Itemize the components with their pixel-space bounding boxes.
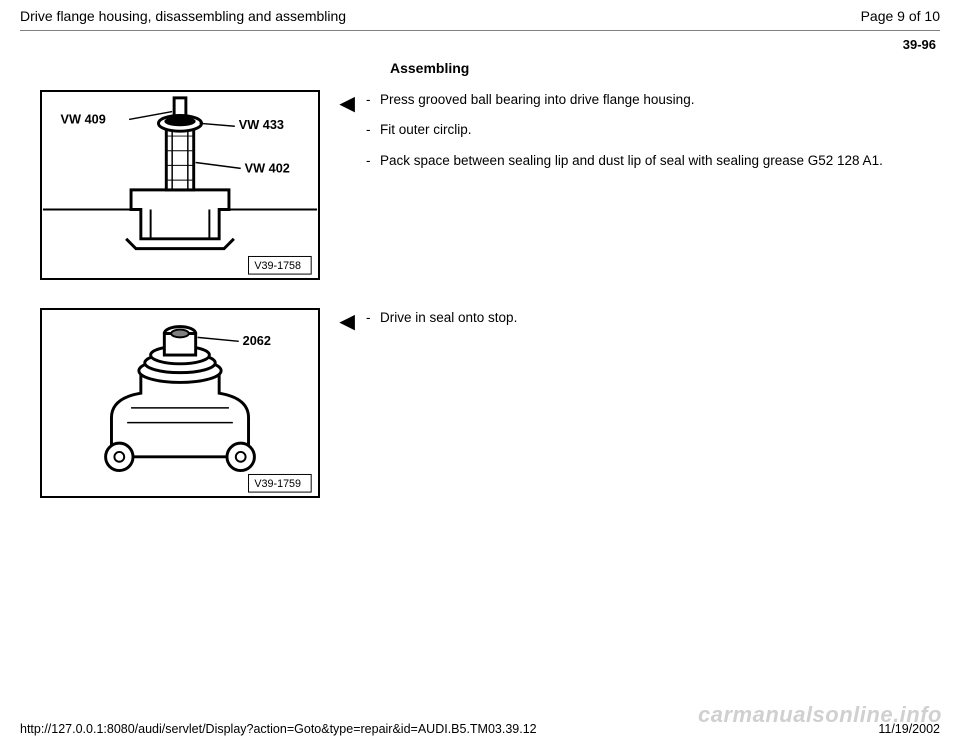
- figure-1: VW 409 VW 433 VW 402 V39-1758: [40, 90, 320, 280]
- footer-date: 11/19/2002: [878, 722, 940, 736]
- doc-title: Drive flange housing, disassembling and …: [20, 8, 346, 24]
- left-arrow-icon: ◄: [334, 88, 360, 118]
- figure-2-ref: V39-1759: [254, 478, 301, 490]
- instruction-row: VW 409 VW 433 VW 402 V39-1758 ◄ Press gr…: [40, 90, 936, 280]
- instruction-text: Press grooved ball bearing into drive fl…: [366, 90, 936, 181]
- pointer-col: ◄: [320, 308, 366, 335]
- section-heading: Assembling: [390, 60, 936, 76]
- step: Press grooved ball bearing into drive fl…: [366, 90, 936, 110]
- left-arrow-icon: ◄: [334, 306, 360, 336]
- figure-1-label-1: VW 409: [61, 111, 106, 126]
- page: Drive flange housing, disassembling and …: [0, 0, 960, 742]
- step: Drive in seal onto stop.: [366, 308, 936, 328]
- page-number: Page 9 of 10: [861, 8, 940, 24]
- step: Fit outer circlip.: [366, 120, 936, 140]
- figure-1-label-2: VW 433: [239, 117, 284, 132]
- footer-url: http://127.0.0.1:8080/audi/servlet/Displ…: [20, 722, 537, 736]
- content: Assembling: [0, 52, 960, 498]
- page-footer: http://127.0.0.1:8080/audi/servlet/Displ…: [20, 722, 940, 736]
- page-header: Drive flange housing, disassembling and …: [0, 0, 960, 28]
- figure-2: 2062 V39-1759: [40, 308, 320, 498]
- instruction-text: Drive in seal onto stop.: [366, 308, 936, 338]
- pointer-col: ◄: [320, 90, 366, 117]
- instruction-row: 2062 V39-1759 ◄ Drive in seal onto stop.: [40, 308, 936, 498]
- figure-1-label-3: VW 402: [245, 160, 290, 175]
- figure-2-label-1: 2062: [243, 333, 271, 348]
- step: Pack space between sealing lip and dust …: [366, 151, 936, 171]
- figure-1-ref: V39-1758: [254, 260, 301, 272]
- section-ref: 39-96: [0, 31, 960, 52]
